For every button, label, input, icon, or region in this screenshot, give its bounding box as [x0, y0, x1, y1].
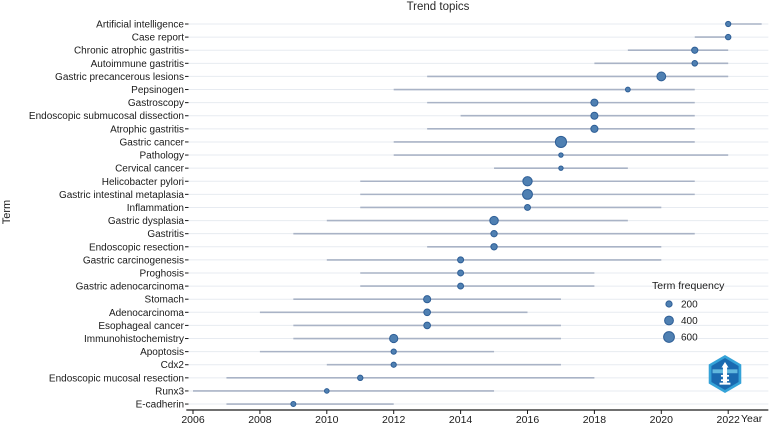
term-dot	[390, 348, 397, 355]
term-label: E-cadherin	[136, 400, 184, 411]
term-dot	[656, 71, 667, 82]
term-dot	[390, 361, 397, 368]
x-tick-label: 2010	[315, 414, 339, 426]
legend-title: Term frequency	[652, 280, 725, 292]
term-dot	[357, 374, 364, 382]
term-dot	[624, 86, 631, 93]
term-dot	[457, 256, 465, 264]
x-tick-label: 2006	[181, 414, 205, 426]
term-label: Atrophic gastritis	[110, 124, 184, 135]
x-tick-label: 2018	[583, 414, 607, 426]
term-dot	[554, 135, 568, 149]
term-dot	[558, 152, 564, 158]
term-dot	[457, 269, 465, 277]
term-label: Gastric dysplasia	[108, 216, 185, 227]
logo-tower-tier1	[720, 374, 730, 377]
x-tick-label: 2020	[650, 414, 674, 426]
logo-tower-base	[719, 382, 731, 385]
term-label: Artificial intelligence	[96, 20, 184, 31]
term-label: Endoscopic submucosal dissection	[29, 111, 184, 122]
term-label: Gastric carcinogenesis	[83, 255, 184, 266]
x-axis-title: Year	[741, 413, 763, 425]
term-label: Chronic atrophic gastritis	[74, 46, 184, 57]
legend-size-label: 600	[681, 333, 698, 344]
term-dot	[423, 321, 431, 330]
term-dot	[590, 124, 599, 133]
term-dot	[323, 388, 330, 394]
term-dot	[590, 98, 599, 107]
term-dot	[423, 295, 432, 304]
x-tick-label: 2012	[382, 414, 406, 426]
term-dot	[490, 243, 498, 251]
term-dot	[522, 188, 533, 200]
legend-dot	[665, 300, 673, 308]
term-label: Gastric intestinal metaplasia	[59, 190, 184, 201]
term-label: Runx3	[155, 386, 184, 397]
x-tick-label: 2014	[449, 414, 473, 426]
term-dot	[691, 60, 699, 67]
term-label: Pathology	[140, 151, 184, 162]
term-dot	[389, 333, 399, 344]
term-label: Proghosis	[140, 268, 184, 279]
term-label: Gastritis	[147, 229, 184, 240]
logo-tower-roof	[721, 362, 729, 368]
x-tick-label: 2008	[248, 414, 272, 426]
term-label: Immunohistochemistry	[84, 334, 184, 345]
legend-dot	[663, 331, 675, 343]
legend-dot	[664, 315, 674, 326]
term-dot	[522, 176, 533, 187]
term-dot	[489, 215, 499, 226]
term-dot	[290, 401, 297, 408]
term-label: Gastric precancerous lesions	[55, 72, 184, 83]
chart-title: Trend topics	[406, 1, 470, 13]
legend-size-label: 200	[681, 300, 698, 311]
term-label: Gastric cancer	[120, 137, 185, 148]
term-label: Case report	[132, 33, 184, 44]
term-label: Helicobacter pylori	[102, 177, 184, 188]
term-label: Stomach	[145, 295, 184, 306]
term-label: Endoscopic mucosal resection	[49, 373, 184, 384]
term-label: Gastric adenocarcinoma	[76, 282, 185, 293]
logo-tower-tier2	[720, 379, 730, 382]
term-dot	[725, 33, 732, 41]
term-label: Esophageal cancer	[98, 321, 184, 332]
term-label: Cdx2	[161, 360, 185, 371]
term-label: Pepsinogen	[131, 85, 184, 96]
term-dot	[590, 111, 599, 120]
term-label: Inflammation	[127, 203, 184, 214]
x-tick-label: 2016	[516, 414, 540, 426]
term-label: Cervical cancer	[115, 164, 185, 175]
term-dot	[423, 308, 431, 317]
term-label: Endoscopic resection	[89, 242, 184, 253]
legend-size-label: 400	[681, 316, 698, 327]
term-label: Gastroscopy	[128, 98, 184, 109]
publisher-logo	[708, 355, 742, 393]
term-dot	[490, 229, 498, 238]
x-tick-label: 2022	[717, 414, 741, 426]
term-label: Adenocarcinoma	[109, 308, 184, 319]
term-dot	[725, 20, 732, 28]
term-dot	[691, 46, 699, 54]
term-dot	[457, 282, 465, 290]
term-label: Apoptosis	[140, 347, 184, 358]
term-label: Autoimmune gastritis	[91, 59, 184, 70]
term-dot	[558, 165, 564, 171]
term-dot	[524, 204, 531, 211]
